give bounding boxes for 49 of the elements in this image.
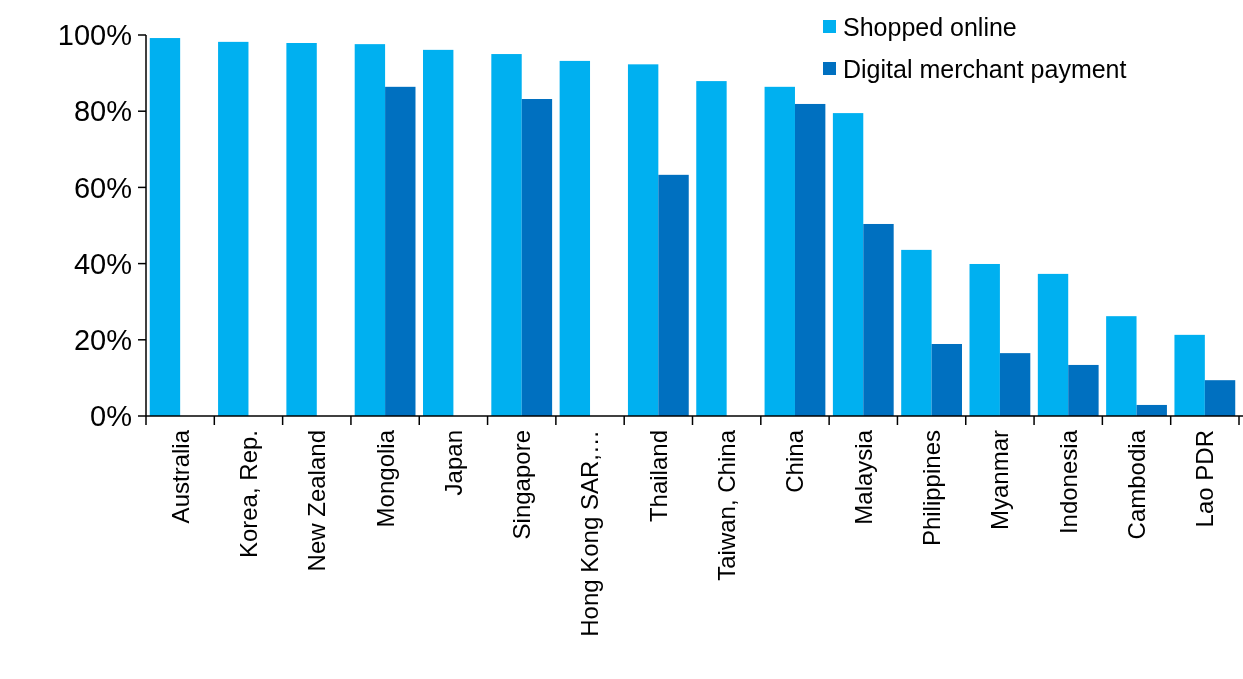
bar	[764, 86, 795, 416]
y-tick-label: 40%	[73, 247, 132, 280]
x-tick-label: Taiwan, China	[713, 429, 741, 581]
legend-label: Shopped online	[843, 12, 1017, 41]
bar	[491, 54, 522, 416]
bar	[218, 41, 249, 416]
x-tick-label: Myanmar	[986, 430, 1014, 531]
y-tick-label: 0%	[90, 400, 132, 433]
x-tick-label: Korea, Rep.	[234, 430, 262, 559]
bar	[521, 99, 553, 416]
x-tick-label: China	[781, 429, 809, 493]
x-tick-label: Mongolia	[371, 429, 399, 528]
x-tick-label: Singapore	[508, 430, 536, 540]
bar	[559, 60, 591, 416]
bar	[794, 103, 826, 416]
bar	[627, 64, 659, 416]
bar	[149, 38, 181, 416]
x-tick-label: Japan	[439, 430, 467, 496]
y-tick-label: 20%	[73, 323, 132, 356]
bar	[1204, 380, 1236, 416]
bar	[863, 223, 894, 416]
y-tick-label: 60%	[73, 171, 132, 204]
x-tick-label: Thailand	[644, 430, 672, 523]
bar	[931, 343, 962, 416]
bar	[1174, 334, 1205, 416]
x-tick-label: Lao PDR	[1191, 430, 1219, 528]
bar	[1037, 273, 1069, 416]
bar	[696, 81, 727, 416]
bar	[832, 113, 864, 416]
bar	[354, 44, 386, 416]
x-tick-label: Philippines	[917, 430, 945, 547]
bar	[385, 86, 416, 416]
bar	[658, 174, 689, 416]
x-tick-label: Hong Kong SAR,…	[576, 430, 604, 637]
x-tick-label: Indonesia	[1054, 429, 1082, 535]
bar	[286, 43, 317, 416]
bar	[901, 249, 932, 416]
x-tick-label: New Zealand	[303, 430, 331, 572]
bar	[969, 263, 1000, 416]
x-tick-label: Australia	[166, 429, 194, 524]
bar	[423, 49, 454, 416]
bar	[1106, 316, 1137, 416]
bar	[1068, 364, 1099, 416]
bar	[999, 353, 1031, 416]
legend-label: Digital merchant payment	[843, 54, 1127, 83]
y-tick-label: 100%	[57, 19, 132, 52]
x-tick-label: Malaysia	[849, 429, 877, 525]
y-tick-label: 80%	[73, 95, 132, 128]
x-tick-label: Cambodia	[1122, 429, 1150, 540]
